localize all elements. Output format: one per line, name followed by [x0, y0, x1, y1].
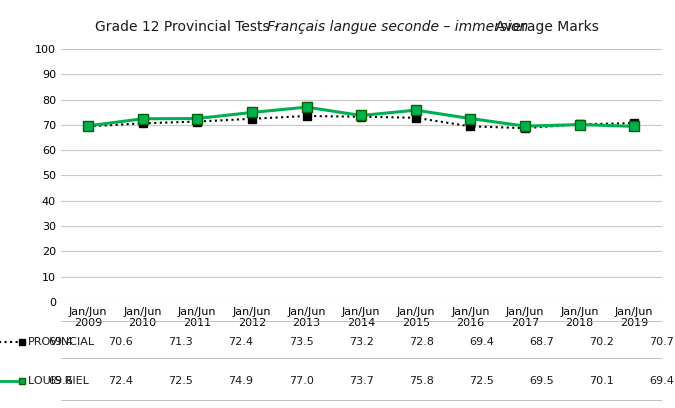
Text: 70.6: 70.6 [109, 337, 133, 347]
Text: 72.5: 72.5 [169, 377, 193, 386]
Text: 69.6: 69.6 [49, 377, 73, 386]
Text: 69.4: 69.4 [469, 337, 493, 347]
Text: 73.2: 73.2 [349, 337, 373, 347]
Text: Grade 12 Provincial Tests - Français langue seconde – immersion - Average Marks: Grade 12 Provincial Tests - Français lan… [55, 20, 620, 34]
Text: 70.7: 70.7 [649, 337, 674, 347]
Text: 68.7: 68.7 [529, 337, 554, 347]
Text: Grade 12 Provincial Tests -: Grade 12 Provincial Tests - [95, 20, 283, 34]
Text: 75.8: 75.8 [409, 377, 433, 386]
Text: 69.4: 69.4 [49, 337, 73, 347]
Text: 70.1: 70.1 [589, 377, 614, 386]
Text: 72.4: 72.4 [108, 377, 134, 386]
Text: LOUIS RIEL: LOUIS RIEL [28, 377, 88, 386]
Text: - Average Marks: - Average Marks [482, 20, 599, 34]
Text: Français langue seconde – immersion: Français langue seconde – immersion [267, 20, 528, 34]
Text: 73.7: 73.7 [349, 377, 373, 386]
Text: 77.0: 77.0 [289, 377, 313, 386]
Text: 72.4: 72.4 [228, 337, 254, 347]
Text: 74.9: 74.9 [228, 377, 254, 386]
Text: 72.5: 72.5 [469, 377, 493, 386]
Text: 69.5: 69.5 [529, 377, 554, 386]
Text: 72.8: 72.8 [408, 337, 434, 347]
Text: 71.3: 71.3 [169, 337, 193, 347]
Text: 69.4: 69.4 [649, 377, 674, 386]
Text: 70.2: 70.2 [589, 337, 614, 347]
Text: PROVINCIAL: PROVINCIAL [28, 337, 94, 347]
Text: 73.5: 73.5 [289, 337, 313, 347]
